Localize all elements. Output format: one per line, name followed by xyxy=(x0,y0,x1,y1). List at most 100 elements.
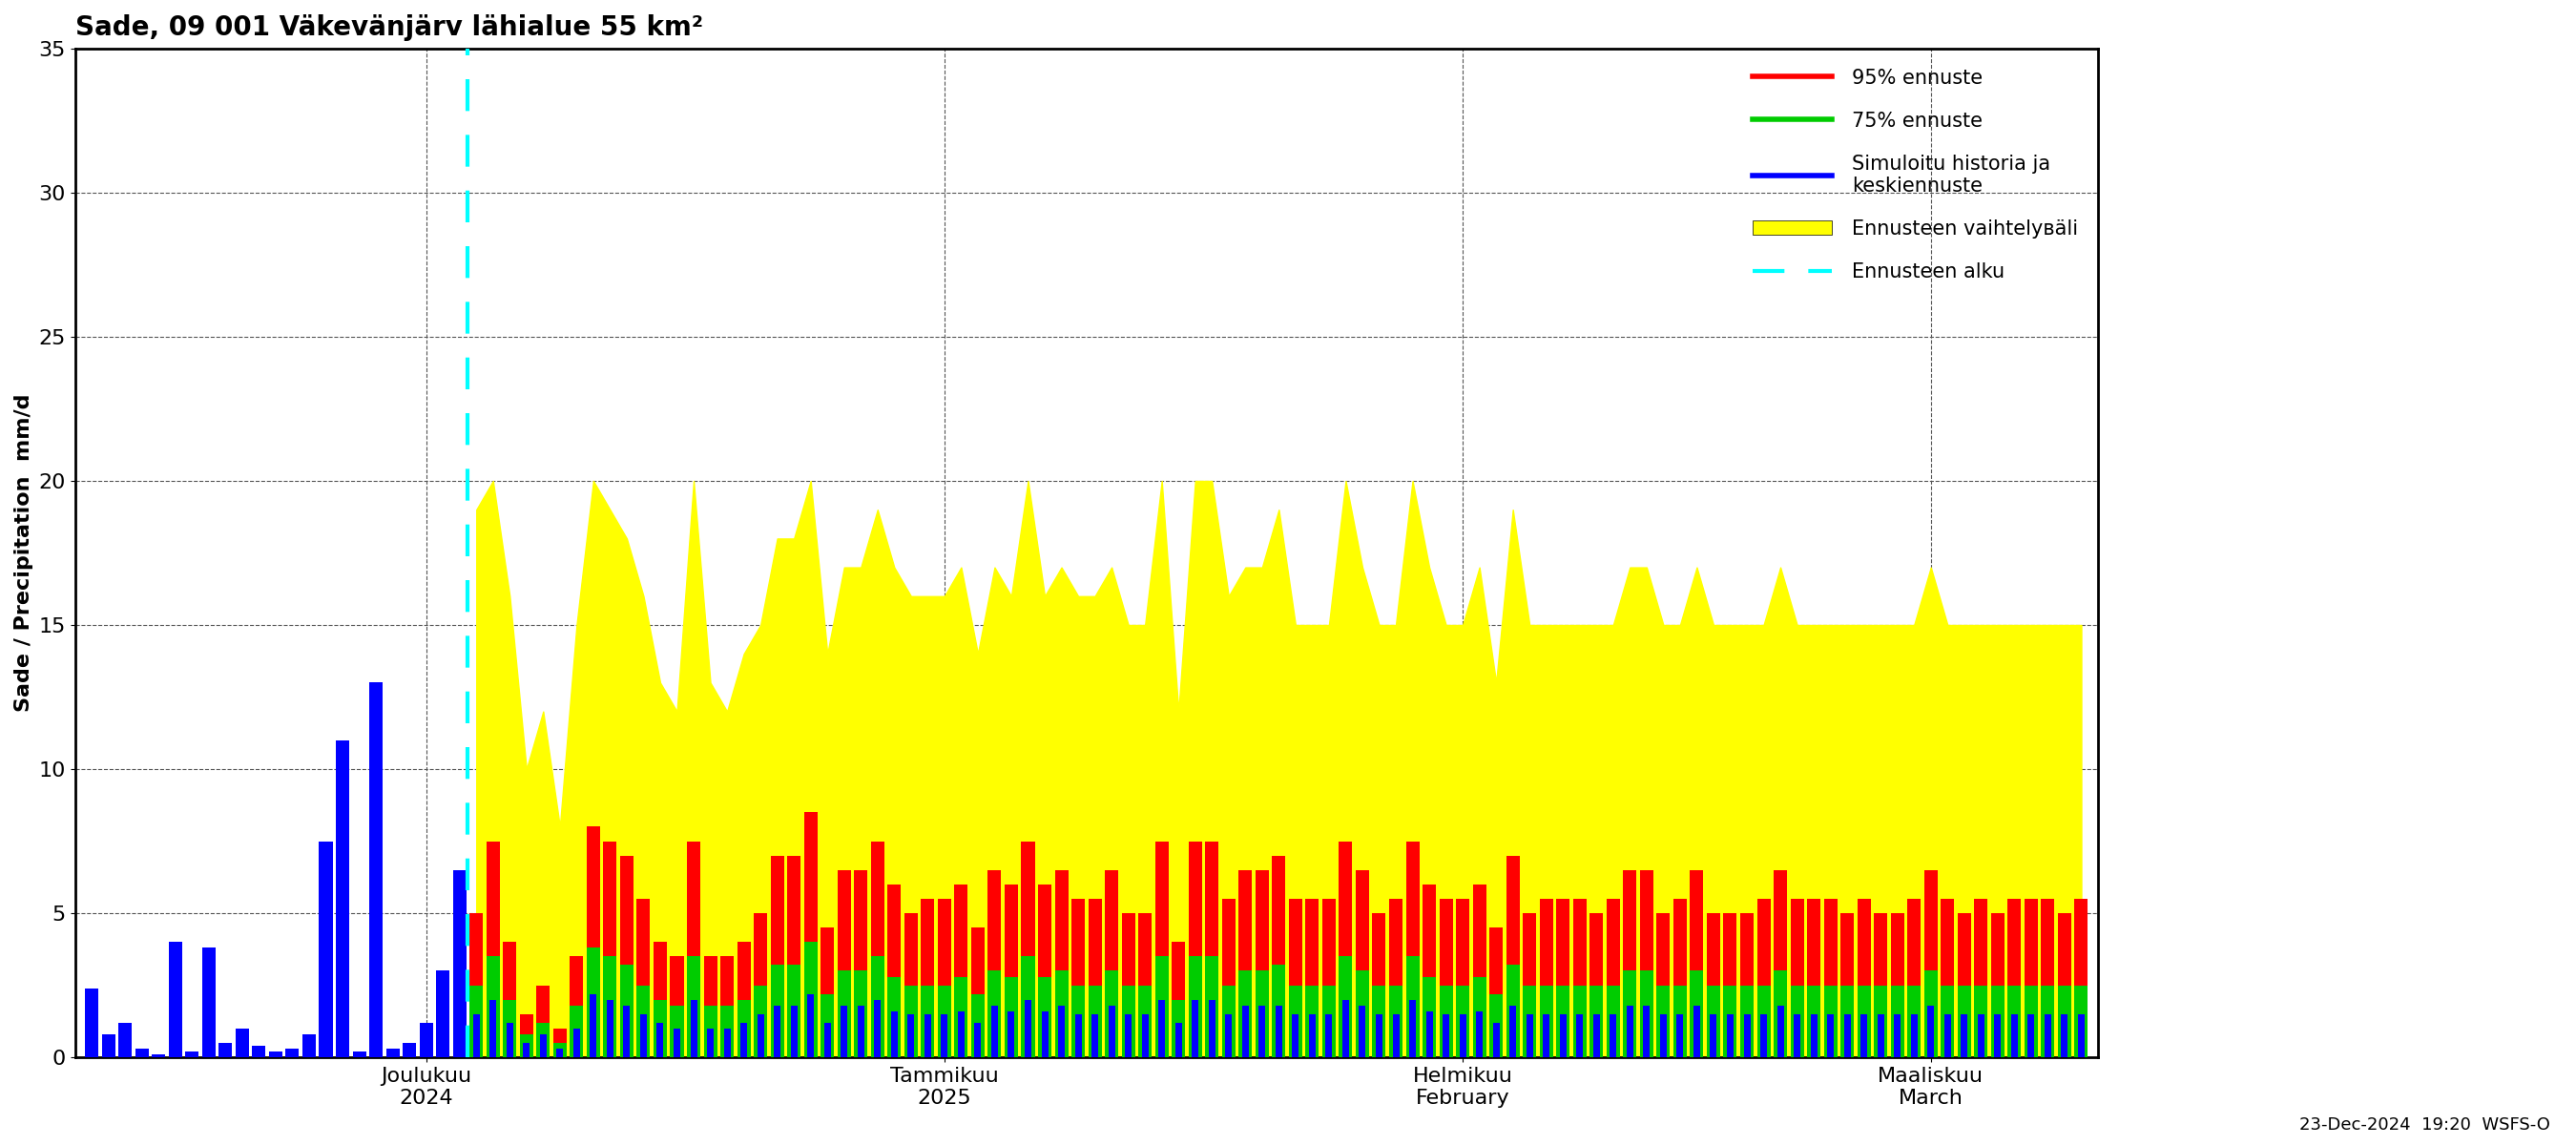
Bar xyxy=(453,870,466,1057)
Bar xyxy=(1940,899,1955,1057)
Bar xyxy=(871,842,884,1057)
Bar xyxy=(1793,1014,1801,1057)
Bar xyxy=(489,1000,497,1057)
Bar xyxy=(1255,971,1270,1057)
Bar xyxy=(1723,914,1736,1057)
Bar xyxy=(1489,994,1502,1057)
Bar xyxy=(603,842,616,1057)
Bar xyxy=(319,842,332,1057)
Bar xyxy=(672,1028,680,1057)
Bar xyxy=(2045,1014,2050,1057)
Bar xyxy=(623,1005,631,1057)
Bar xyxy=(301,1034,317,1057)
Bar xyxy=(569,956,582,1057)
Bar xyxy=(1121,914,1136,1057)
Bar xyxy=(402,1043,417,1057)
Bar xyxy=(1059,1005,1064,1057)
Bar xyxy=(1054,971,1069,1057)
Bar xyxy=(922,899,935,1057)
Bar xyxy=(1221,985,1236,1057)
Bar xyxy=(2027,1014,2035,1057)
Bar xyxy=(1589,985,1602,1057)
Bar xyxy=(1121,985,1136,1057)
Bar xyxy=(971,994,984,1057)
Bar xyxy=(1625,1005,1633,1057)
Bar xyxy=(1188,842,1203,1057)
Bar xyxy=(1422,884,1435,1057)
Bar xyxy=(688,956,701,1057)
Bar xyxy=(1623,870,1636,1057)
Bar xyxy=(1005,884,1018,1057)
Y-axis label: Sade / Precipitation  mm/d: Sade / Precipitation mm/d xyxy=(15,394,33,712)
Bar xyxy=(1643,1005,1651,1057)
Bar xyxy=(837,971,850,1057)
Bar xyxy=(2074,899,2089,1057)
Bar xyxy=(608,1000,613,1057)
Bar xyxy=(1723,985,1736,1057)
Bar xyxy=(1105,870,1118,1057)
Bar xyxy=(891,1011,896,1057)
Bar xyxy=(1288,899,1303,1057)
Bar xyxy=(1440,985,1453,1057)
Bar xyxy=(1589,914,1602,1057)
Bar xyxy=(1020,956,1036,1057)
Bar xyxy=(1154,842,1170,1057)
Bar xyxy=(858,1005,863,1057)
Bar xyxy=(1275,1005,1283,1057)
Bar xyxy=(2061,1014,2069,1057)
Bar xyxy=(1273,965,1285,1057)
Bar xyxy=(1355,870,1368,1057)
Bar xyxy=(167,942,183,1057)
Bar xyxy=(2058,985,2071,1057)
Bar xyxy=(1260,1005,1265,1057)
Bar xyxy=(1757,899,1770,1057)
Bar xyxy=(1427,1011,1432,1057)
Bar xyxy=(1744,1014,1749,1057)
Bar xyxy=(85,988,98,1057)
Bar xyxy=(703,1005,716,1057)
Bar xyxy=(1958,914,1971,1057)
Bar xyxy=(1020,842,1036,1057)
Bar xyxy=(1221,899,1236,1057)
Bar xyxy=(1656,914,1669,1057)
Bar xyxy=(2040,985,2056,1057)
Bar xyxy=(1105,971,1118,1057)
Bar xyxy=(1309,1014,1316,1057)
Bar xyxy=(1558,1014,1566,1057)
Bar xyxy=(1394,1014,1399,1057)
Bar xyxy=(523,1043,531,1057)
Bar xyxy=(1422,977,1435,1057)
Bar xyxy=(1373,985,1386,1057)
Bar xyxy=(252,1045,265,1057)
Bar xyxy=(507,1022,513,1057)
Bar xyxy=(873,1000,881,1057)
Bar xyxy=(1208,1000,1216,1057)
Bar xyxy=(1574,985,1587,1057)
Bar xyxy=(1891,914,1904,1057)
Bar xyxy=(1087,899,1103,1057)
Bar xyxy=(737,942,750,1057)
Bar xyxy=(1239,971,1252,1057)
Bar xyxy=(806,994,814,1057)
Bar xyxy=(1455,985,1468,1057)
Bar xyxy=(1556,899,1569,1057)
Bar xyxy=(1839,985,1855,1057)
Bar xyxy=(1226,1014,1231,1057)
Bar xyxy=(804,812,817,1057)
Bar xyxy=(1172,1000,1185,1057)
Bar xyxy=(1141,1014,1149,1057)
Bar xyxy=(1126,1014,1131,1057)
Bar xyxy=(791,1005,799,1057)
Bar xyxy=(569,1005,582,1057)
Bar xyxy=(1473,884,1486,1057)
Bar xyxy=(1355,971,1368,1057)
Bar xyxy=(788,855,801,1057)
Bar xyxy=(1808,899,1821,1057)
Bar xyxy=(2007,899,2022,1057)
Bar xyxy=(1360,1005,1365,1057)
Bar xyxy=(1873,914,1888,1057)
Bar xyxy=(987,870,1002,1057)
Bar xyxy=(1139,914,1151,1057)
Bar xyxy=(1991,985,2004,1057)
Bar xyxy=(1708,914,1721,1057)
